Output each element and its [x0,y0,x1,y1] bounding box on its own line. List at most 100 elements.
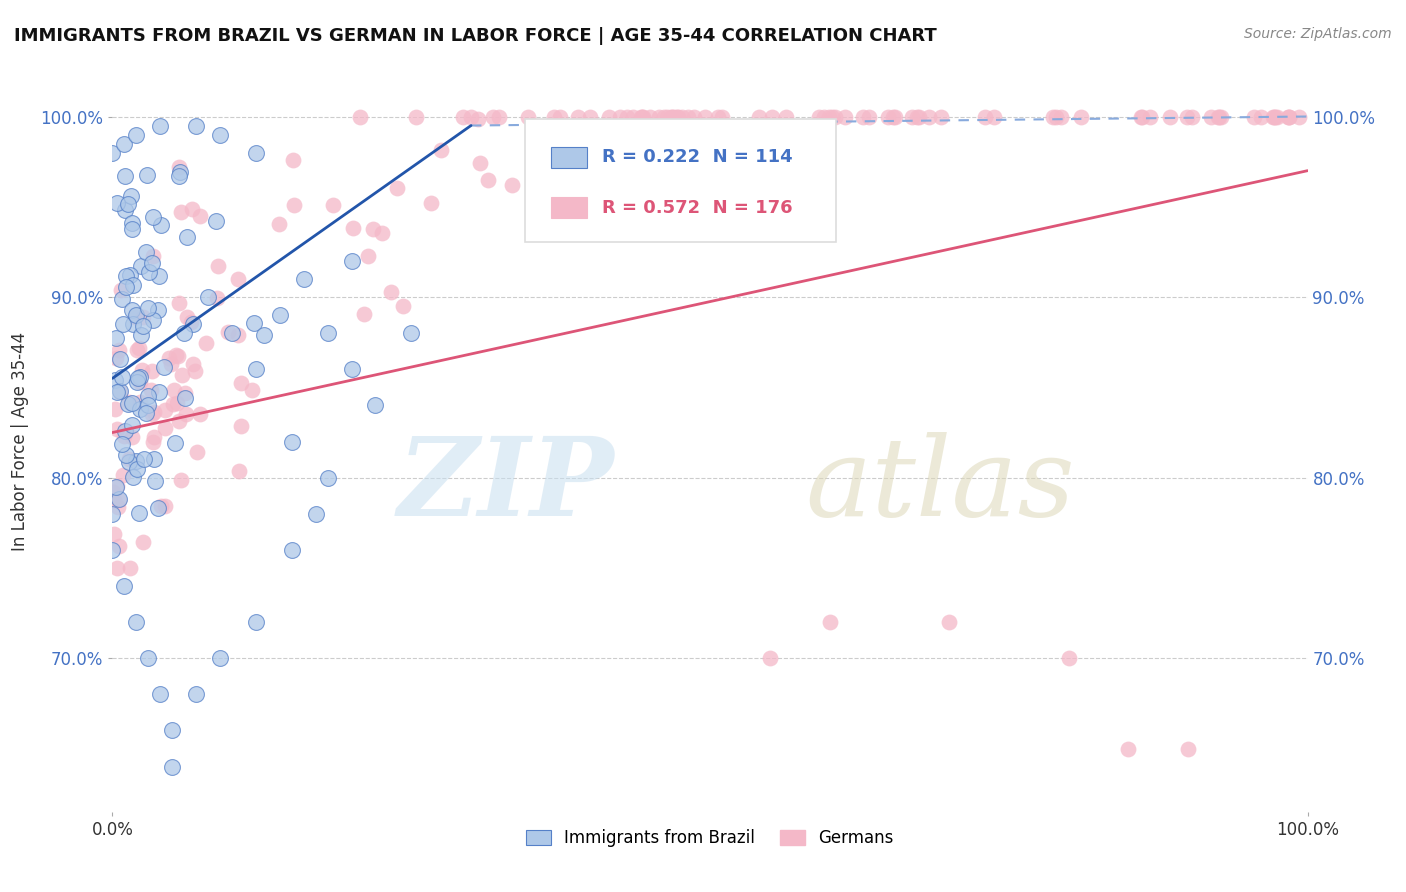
Point [322,198,344,212]
Point [180,315,202,329]
Point [107,343,129,357]
Point [205,291,228,305]
Point [392,300,415,314]
Point [707,110,730,124]
Point [104,373,127,387]
Point [748,110,770,124]
Point [107,539,129,553]
Point [162,759,183,773]
Point [188,407,211,421]
Point [253,327,276,342]
Point [221,326,243,341]
Point [121,430,143,444]
Point [929,110,952,124]
Point [371,226,394,240]
Point [775,110,797,124]
Point [148,303,170,318]
Point [153,421,176,435]
Point [127,375,149,389]
Point [129,259,152,273]
Point [905,110,928,124]
Point [188,209,211,223]
Point [661,110,683,124]
Point [141,256,163,270]
Point [160,357,183,371]
Point [131,363,153,377]
Point [340,254,363,268]
Point [226,271,249,285]
Point [813,110,835,124]
Point [305,507,328,521]
Point [207,259,229,273]
Point [1139,110,1161,124]
Point [630,110,652,124]
Point [153,403,176,417]
Point [111,436,134,450]
Point [170,368,193,382]
Point [125,454,148,468]
Point [882,110,904,124]
Point [101,542,124,557]
FancyBboxPatch shape [524,120,835,242]
Point [1206,110,1229,124]
Point [108,384,131,399]
Point [1130,110,1153,124]
Point [136,301,159,315]
Point [1045,110,1067,124]
Text: Source: ZipAtlas.com: Source: ZipAtlas.com [1244,27,1392,41]
Point [110,352,132,367]
Point [488,110,510,124]
Point [131,310,153,324]
Point [118,395,141,409]
Point [1042,110,1064,124]
Point [118,561,141,575]
Point [111,292,134,306]
Point [451,110,474,124]
Point [647,110,669,124]
Point [908,110,931,124]
Point [808,110,831,124]
Point [467,112,489,127]
Point [1050,110,1073,124]
Point [103,526,125,541]
Point [1278,110,1301,124]
Point [165,435,187,450]
Point [543,110,565,124]
Point [1277,110,1299,124]
Point [105,561,128,575]
Point [122,278,145,293]
Point [125,615,148,629]
Point [105,479,128,493]
Point [209,128,232,142]
Point [205,213,228,227]
Point [229,418,252,433]
Point [824,110,846,124]
Point [477,173,499,187]
Point [169,165,191,179]
Point [132,451,155,466]
Legend: Immigrants from Brazil, Germans: Immigrants from Brazil, Germans [517,821,903,855]
Point [124,310,146,325]
Point [181,202,204,216]
Point [114,136,135,151]
Text: R = 0.222  N = 114: R = 0.222 N = 114 [603,147,793,166]
Point [114,424,136,438]
Point [834,110,856,124]
Point [138,265,160,279]
Point [149,499,172,513]
Point [364,399,387,413]
Point [105,385,128,400]
Point [141,407,163,421]
Point [240,383,263,397]
Point [217,325,239,339]
Point [121,418,143,433]
Point [818,615,841,629]
Point [129,375,152,389]
Point [353,307,375,321]
Point [121,470,143,484]
Point [858,110,880,124]
Point [638,110,661,124]
Point [292,272,315,286]
Point [138,651,160,665]
Point [135,168,157,182]
